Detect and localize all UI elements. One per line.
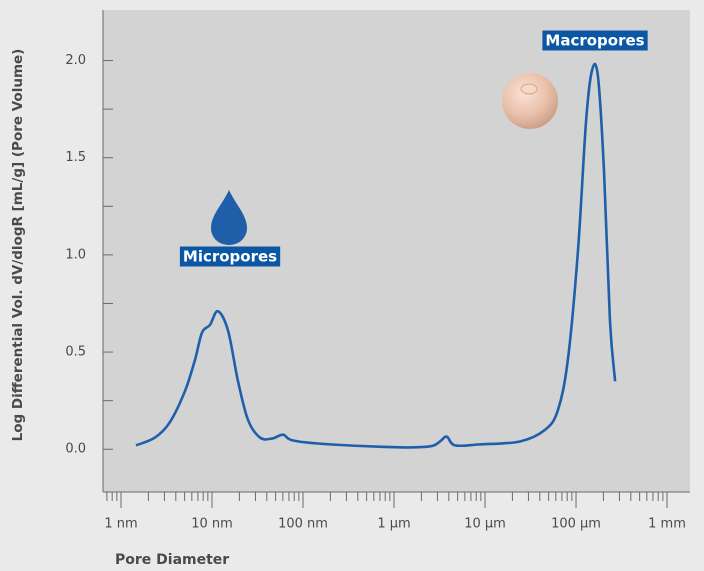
annotation-text: Macropores bbox=[545, 32, 644, 50]
x-tick-label: 1 µm bbox=[377, 517, 410, 532]
y-tick-label: 2.0 bbox=[65, 53, 86, 68]
y-tick-label: 1.0 bbox=[65, 247, 86, 262]
x-tick-label: 1 nm bbox=[104, 517, 137, 532]
x-tick-label: 1 mm bbox=[648, 517, 686, 532]
annotation-text: Micropores bbox=[183, 248, 277, 266]
x-axis-title: Pore Diameter bbox=[115, 552, 229, 568]
x-tick-label: 100 nm bbox=[278, 517, 328, 532]
page: {"chart_data": { "type": "line", "y_labe… bbox=[0, 0, 704, 571]
y-axis-title: Log Differential Vol. dV/dlogR [mL/g] (P… bbox=[10, 49, 26, 442]
y-tick-label: 1.5 bbox=[65, 150, 86, 165]
y-tick-label: 0.5 bbox=[65, 345, 86, 360]
sphere-icon bbox=[502, 73, 558, 129]
sphere-pore bbox=[521, 84, 537, 94]
x-tick-label: 10 µm bbox=[464, 517, 506, 532]
x-tick-label: 100 µm bbox=[551, 517, 601, 532]
y-tick-label: 0.0 bbox=[65, 442, 86, 457]
chart: Log Differential Vol. dV/dlogR [mL/g] (P… bbox=[0, 0, 704, 571]
annotation: Macropores bbox=[542, 31, 647, 51]
annotation: Micropores bbox=[180, 247, 280, 267]
x-tick-label: 10 nm bbox=[191, 517, 233, 532]
